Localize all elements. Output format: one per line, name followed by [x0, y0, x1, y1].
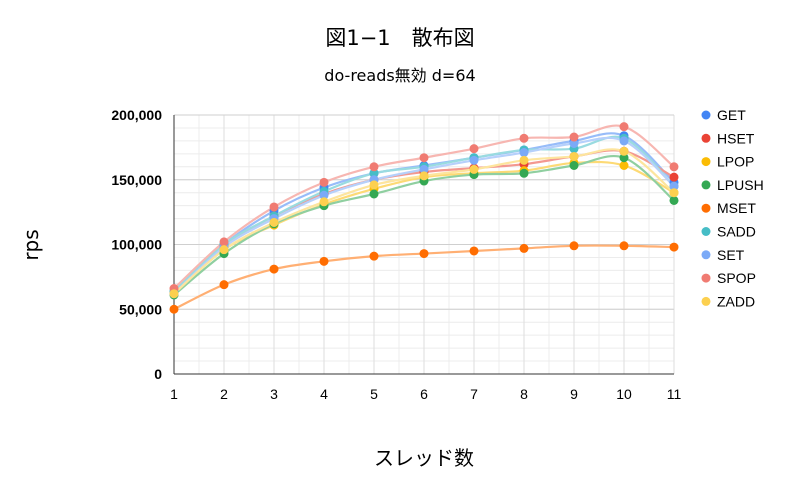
data-points	[169, 122, 679, 314]
legend-marker-lpop	[701, 157, 711, 167]
legend-marker-zadd	[701, 296, 711, 306]
y-axis-label: rps	[19, 229, 43, 260]
legend-label-get: GET	[717, 107, 746, 123]
point-spop	[269, 202, 279, 212]
x-tick-label: 3	[270, 386, 278, 402]
legend-label-sadd: SADD	[717, 224, 756, 240]
point-mset	[269, 264, 279, 274]
point-zadd	[319, 197, 329, 207]
y-tick-label: 200,000	[111, 107, 162, 123]
legend-marker-sadd	[701, 227, 711, 236]
tick-labels: 0 50,000 100,000 150,000 200,000 1 2 3 4 5 6 7 8 9 10 1…	[111, 107, 681, 402]
point-mset	[219, 280, 229, 290]
point-sadd	[369, 168, 379, 178]
legend-marker-mset	[701, 203, 711, 213]
point-zadd	[369, 180, 379, 190]
point-spop	[319, 177, 329, 187]
point-mset	[469, 246, 479, 256]
point-set	[619, 136, 629, 146]
point-set	[419, 164, 429, 174]
point-mset	[419, 249, 429, 259]
legend-marker-lpush	[701, 180, 711, 190]
y-tick-label: 0	[154, 366, 162, 382]
point-zadd	[669, 188, 679, 198]
point-zadd	[269, 217, 279, 227]
point-set	[469, 155, 479, 165]
legend-marker-get	[701, 110, 711, 120]
point-lpush	[369, 189, 379, 199]
point-zadd	[619, 146, 629, 156]
point-spop	[569, 132, 579, 142]
legend-label-zadd: ZADD	[717, 293, 755, 309]
point-spop	[469, 144, 479, 154]
legend-label-mset: MSET	[717, 200, 756, 216]
x-tick-label: 6	[420, 386, 428, 402]
point-zadd	[169, 289, 179, 299]
x-tick-label: 2	[220, 386, 228, 402]
point-mset	[169, 304, 179, 314]
point-mset	[619, 241, 629, 251]
legend-label-spop: SPOP	[717, 270, 756, 286]
point-zadd	[519, 155, 529, 165]
x-tick-label: 4	[320, 386, 328, 402]
point-mset	[519, 243, 529, 253]
y-tick-label: 150,000	[111, 172, 162, 188]
x-tick-label: 9	[570, 386, 578, 402]
x-tick-label: 11	[667, 386, 682, 402]
point-spop	[619, 122, 629, 132]
chart-title: 図1−1 散布図	[325, 26, 475, 50]
point-set	[519, 148, 529, 158]
point-mset	[569, 241, 579, 251]
point-lpush	[569, 161, 579, 171]
point-zadd	[569, 151, 579, 161]
point-lpop	[619, 161, 629, 171]
x-axis-label: スレッド数	[374, 446, 474, 470]
y-tick-label: 50,000	[119, 301, 162, 317]
point-lpush	[619, 153, 629, 163]
x-tick-label: 8	[520, 386, 528, 402]
point-hset	[669, 172, 679, 182]
legend-marker-spop	[701, 273, 711, 283]
legend-marker-set	[701, 250, 711, 260]
x-tick-label: 10	[616, 386, 632, 402]
legend: GET HSET LPOP LPUSH MSET SADD SET SPOP ZADD	[701, 107, 764, 309]
point-mset	[369, 251, 379, 261]
legend-label-hset: HSET	[717, 130, 755, 146]
legend-label-lpop: LPOP	[717, 154, 754, 170]
legend-marker-hset	[701, 133, 711, 143]
point-spop	[419, 153, 429, 163]
point-mset	[319, 256, 329, 266]
point-mset	[669, 242, 679, 252]
chart-subtitle: do-reads無効 d=64	[324, 66, 476, 85]
point-spop	[369, 162, 379, 172]
point-zadd	[219, 245, 229, 255]
x-tick-label: 5	[370, 386, 378, 402]
y-tick-label: 100,000	[111, 237, 162, 253]
point-zadd	[469, 164, 479, 174]
x-tick-label: 7	[470, 386, 478, 402]
point-spop	[669, 162, 679, 172]
point-lpush	[519, 168, 529, 178]
axes	[173, 115, 674, 375]
legend-label-set: SET	[717, 247, 745, 263]
point-zadd	[419, 171, 429, 181]
legend-label-lpush: LPUSH	[717, 177, 764, 193]
point-set	[569, 138, 579, 148]
x-tick-label: 1	[170, 386, 178, 402]
point-set	[669, 181, 679, 191]
point-lpush	[669, 195, 679, 205]
point-set	[319, 190, 329, 200]
point-spop	[519, 133, 529, 143]
point-spop	[219, 237, 229, 247]
